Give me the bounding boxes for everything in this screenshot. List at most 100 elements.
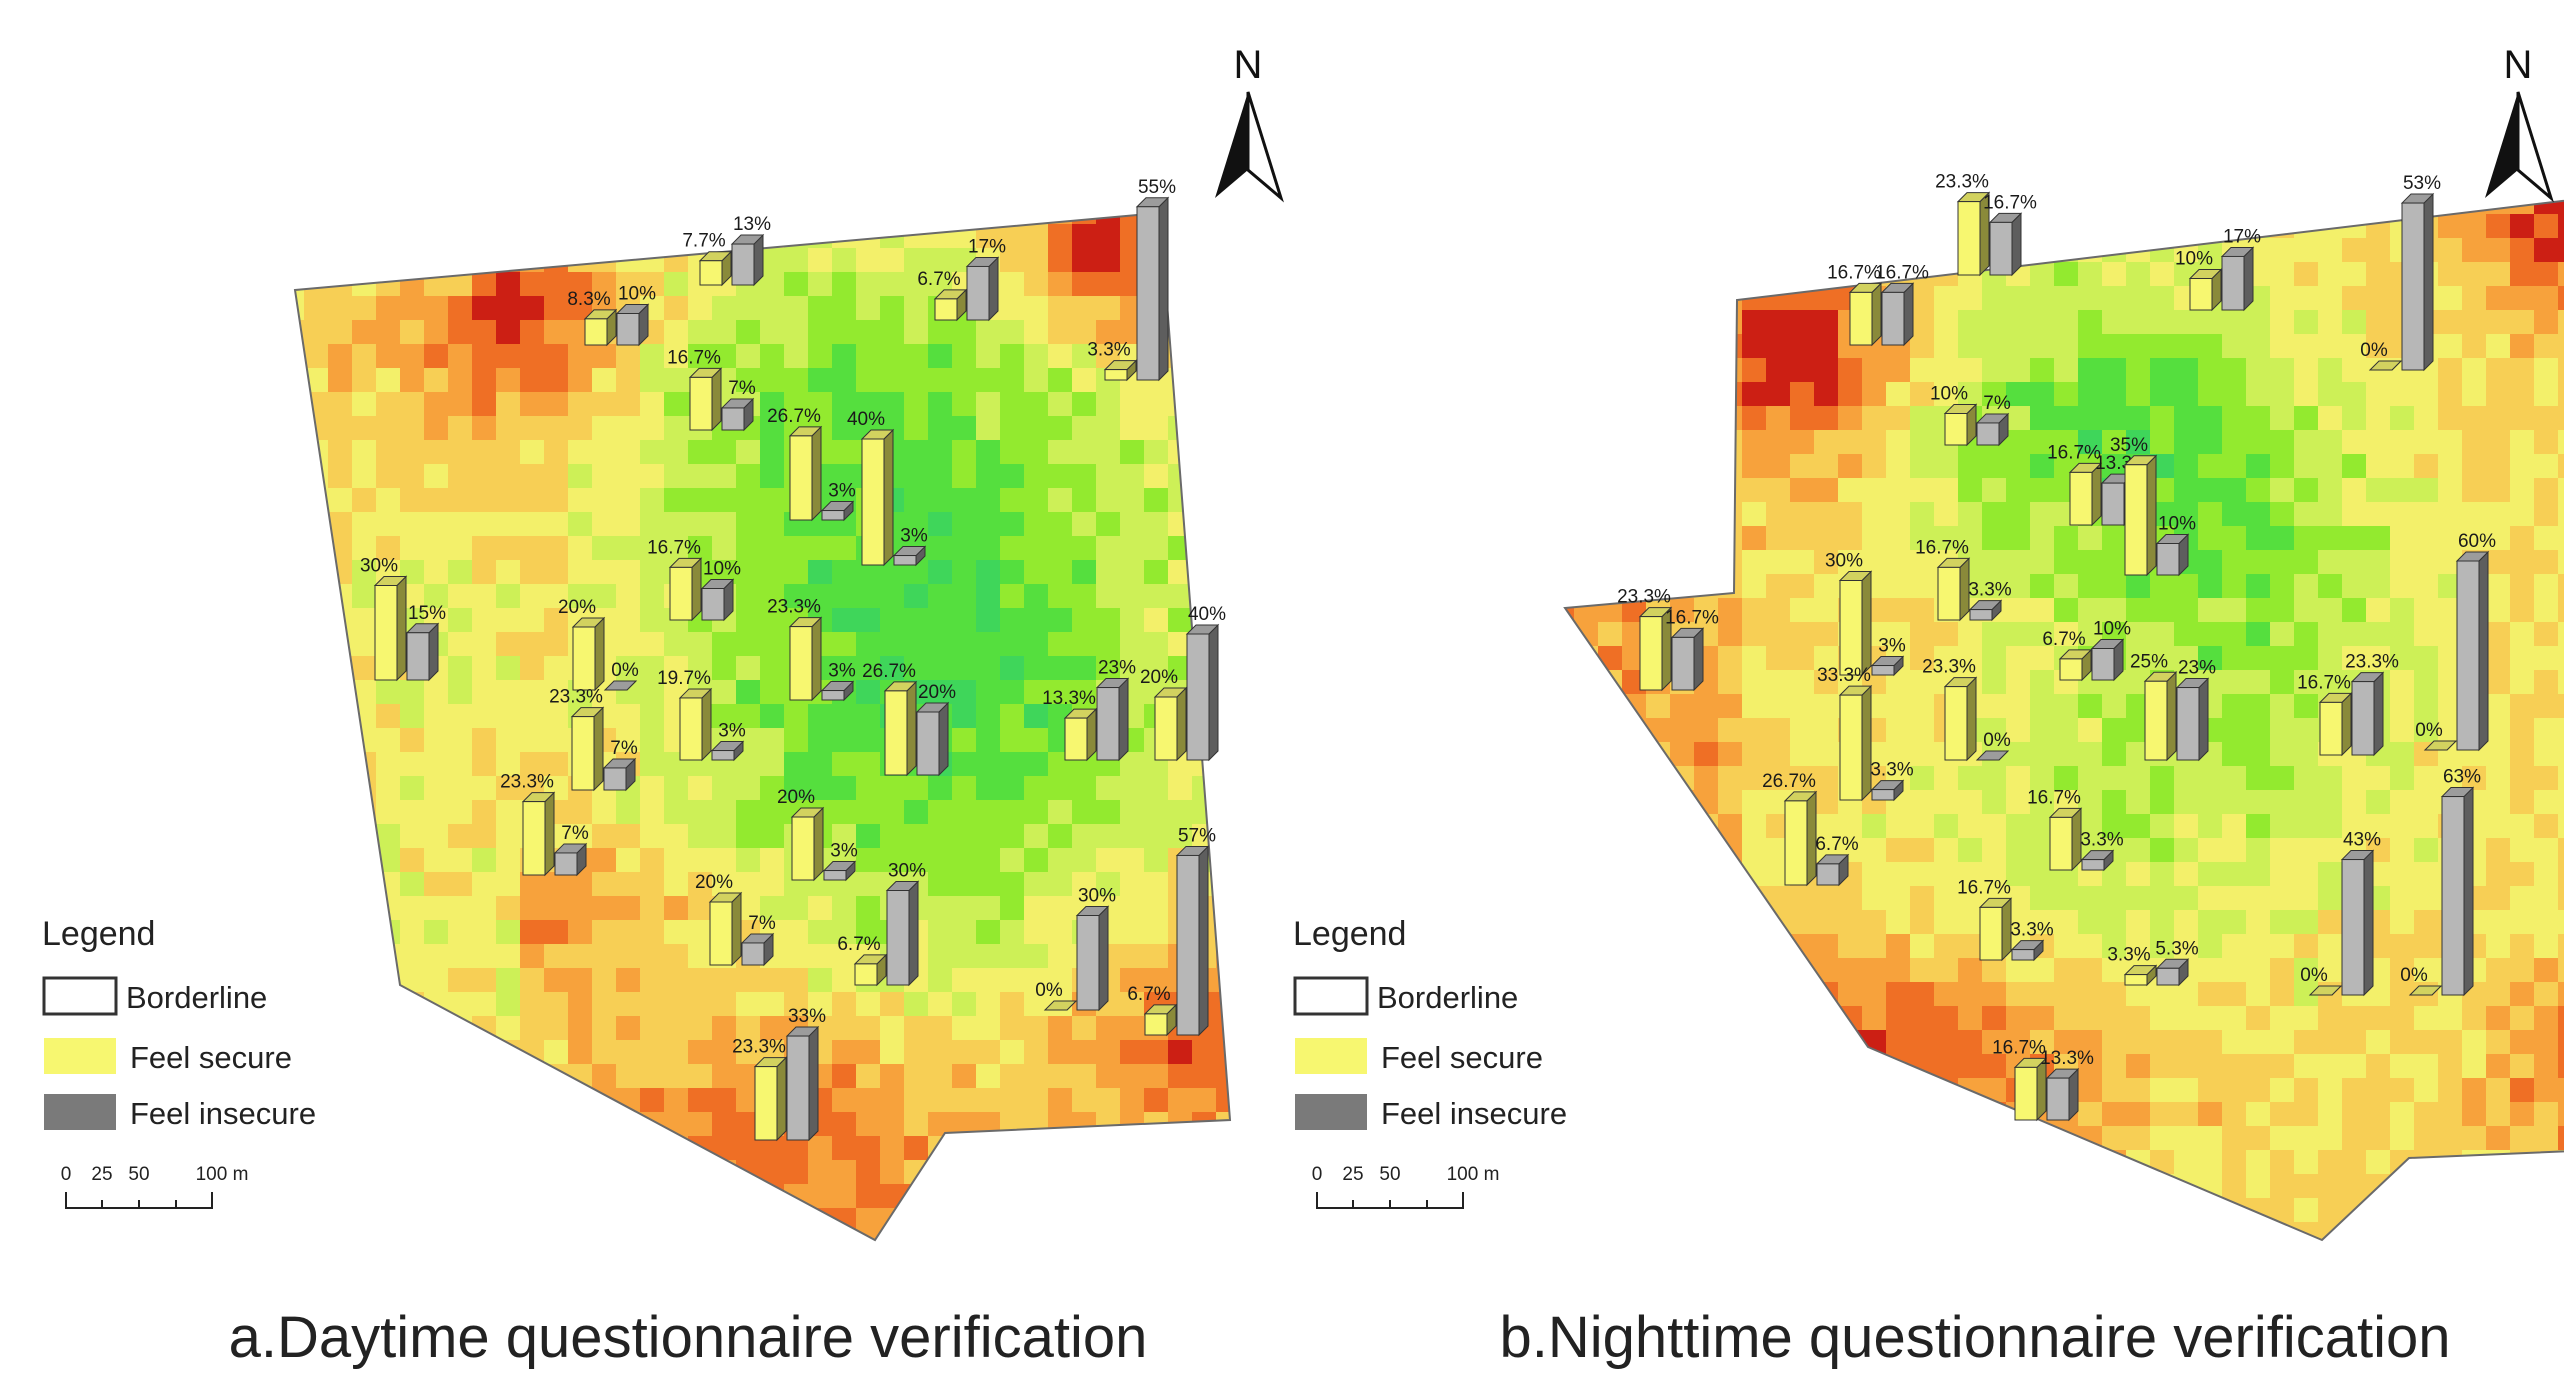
bar-feel-secure: [1956, 191, 1991, 277]
bar-feel-secure: [2408, 985, 2443, 996]
bar-feel-insecure: [1670, 627, 1705, 692]
label-feel-secure: 6.7%: [837, 934, 880, 955]
scale-tick-100: 100 m: [196, 1164, 249, 1185]
site-bar-pair: 16.7%13.3%: [2047, 442, 2149, 527]
north-arrow-daytime: N: [1215, 43, 1284, 203]
bar-feel-secure: [1838, 570, 1873, 677]
bar-feel-insecure: [740, 932, 775, 967]
site-bar-pair: 3.3% 5.3%: [2107, 938, 2199, 987]
bar-feel-insecure: [1870, 655, 1905, 677]
label-feel-secure: 16.7%: [2027, 787, 2081, 808]
bar-feel-insecure: [2080, 849, 2115, 872]
caption-nighttime: b.Nighttime questionnaire verification: [1499, 1305, 2450, 1370]
label-feel-insecure: 3%: [718, 721, 746, 742]
label-feel-insecure: 30%: [1078, 886, 1116, 907]
bar-feel-secure: [1848, 282, 1883, 347]
label-feel-insecure: 3.3%: [2080, 830, 2123, 851]
site-bar-pair: 23.3%16.7%: [1617, 587, 1719, 692]
legend-title: Legend: [1293, 915, 1406, 953]
site-bar-pair: 30% 3%: [1825, 551, 1906, 677]
label-feel-secure: 16.7%: [667, 347, 721, 368]
site-bar-pair: 16.7% 3.3%: [2027, 787, 2124, 872]
label-feel-secure: 25%: [2130, 651, 2168, 672]
label-feel-insecure: 10%: [2158, 514, 2196, 535]
caption-daytime: a.Daytime questionnaire verification: [229, 1305, 1148, 1370]
site-bar-pair: 20% 7%: [695, 872, 776, 967]
legend-title: Legend: [42, 915, 155, 953]
site-bar-pair: 20% 0%: [558, 597, 639, 692]
bar-feel-secure: [1143, 1003, 1178, 1037]
label-feel-insecure: 53%: [2403, 173, 2441, 194]
label-feel-secure: 23.3%: [1935, 172, 1989, 193]
label-feel-insecure: 3.3%: [2010, 920, 2053, 941]
site-bar-pair: 40% 3%: [847, 409, 928, 567]
bar-feel-insecure: [2010, 939, 2045, 962]
site-bar-pair: 6.7% 30%: [837, 861, 926, 987]
label-feel-secure: 23.3%: [500, 772, 554, 793]
label-feel-secure: 6.7%: [917, 269, 960, 290]
bar-markers-nighttime: 23.3%16.7%16.7%16.7%10%17%0%53%10% 7%16.7…: [1617, 172, 2496, 1122]
label-feel-secure: 23.3%: [732, 1037, 786, 1058]
bar-feel-secure: [753, 1056, 788, 1142]
bar-feel-insecure: [553, 842, 588, 877]
label-feel-insecure: 13%: [733, 214, 771, 235]
label-feel-secure: 30%: [360, 556, 398, 577]
label-feel-insecure: 10%: [703, 559, 741, 580]
label-feel-insecure: 23.3%: [2345, 652, 2399, 673]
label-feel-secure: 10%: [2175, 249, 2213, 270]
bar-feel-insecure: [2455, 550, 2490, 752]
bar-feel-insecure: [2155, 958, 2190, 987]
bar-feel-secure: [2318, 692, 2353, 757]
bar-feel-secure: [1943, 403, 1978, 447]
label-feel-insecure: 3.3%: [1870, 760, 1913, 781]
label-feel-secure: 7.7%: [682, 231, 725, 252]
legend-label-borderline: Borderline: [1377, 980, 1518, 1015]
bar-feel-insecure: [1075, 905, 1110, 1012]
bar-feel-secure: [2188, 268, 2223, 312]
label-feel-secure: 30%: [1825, 551, 1863, 572]
bar-feel-insecure: [2340, 849, 2375, 997]
scale-tick-25: 25: [1342, 1164, 1363, 1185]
legend-swatch-insecure: [1295, 1094, 1367, 1130]
label-feel-insecure: 40%: [1188, 604, 1226, 625]
legend-label-secure: Feel secure: [1381, 1040, 1543, 1075]
legend-nighttime: Legend Borderline Feel secure Feel insec…: [1293, 915, 1567, 1131]
bar-feel-insecure: [1975, 412, 2010, 447]
label-feel-insecure: 43%: [2343, 830, 2381, 851]
legend-swatch-secure: [1295, 1038, 1367, 1074]
site-bar-pair: 26.7%20%: [862, 661, 956, 777]
label-feel-secure: 0%: [1035, 980, 1063, 1001]
label-feel-secure: 16.7%: [1992, 1037, 2046, 1058]
label-feel-insecure: 3%: [828, 661, 856, 682]
bar-feel-secure: [373, 575, 408, 682]
label-feel-insecure: 3%: [830, 841, 858, 862]
legend-swatch-borderline: [1293, 976, 1369, 1016]
legend-label-borderline: Borderline: [126, 980, 267, 1015]
bar-feel-secure: [2368, 360, 2403, 371]
label-feel-insecure: 7%: [561, 823, 589, 844]
bar-feel-secure: [1063, 707, 1098, 762]
bar-feel-insecure: [915, 701, 950, 777]
bar-feel-secure: [1838, 684, 1873, 802]
bar-feel-insecure: [710, 740, 745, 762]
site-bar-pair: 6.7% 17%: [917, 236, 1006, 322]
site-bar-pair: 8.3% 10%: [567, 284, 656, 347]
site-bar-pair: 16.7%13.3%: [1992, 1037, 2094, 1122]
label-feel-secure: 26.7%: [1762, 771, 1816, 792]
bar-feel-secure: [2308, 985, 2343, 996]
label-feel-secure: 26.7%: [767, 406, 821, 427]
label-feel-secure: 20%: [777, 787, 815, 808]
site-bar-pair: 23.3% 3%: [767, 597, 856, 702]
bar-markers-daytime: 7.7% 13% 8.3% 10% 6.7% 17% 3.3% 55% 16.7% 7% 26.7%…: [360, 177, 1226, 1142]
label-feel-secure: 8.3%: [567, 289, 610, 310]
bar-feel-insecure: [700, 578, 735, 622]
bar-feel-secure: [570, 706, 605, 792]
bar-feel-insecure: [2155, 533, 2190, 577]
legend-swatch-borderline: [42, 976, 118, 1016]
map-panel-daytime: 7.7% 13% 8.3% 10% 6.7% 17% 3.3% 55% 16.7% 7% 26.7%…: [42, 43, 1284, 1370]
bar-feel-insecure: [1880, 282, 1915, 347]
label-feel-insecure: 60%: [2458, 531, 2496, 552]
label-feel-insecure: 7%: [1983, 393, 2011, 414]
bar-feel-secure: [2143, 671, 2178, 762]
label-feel-insecure: 17%: [968, 236, 1006, 257]
